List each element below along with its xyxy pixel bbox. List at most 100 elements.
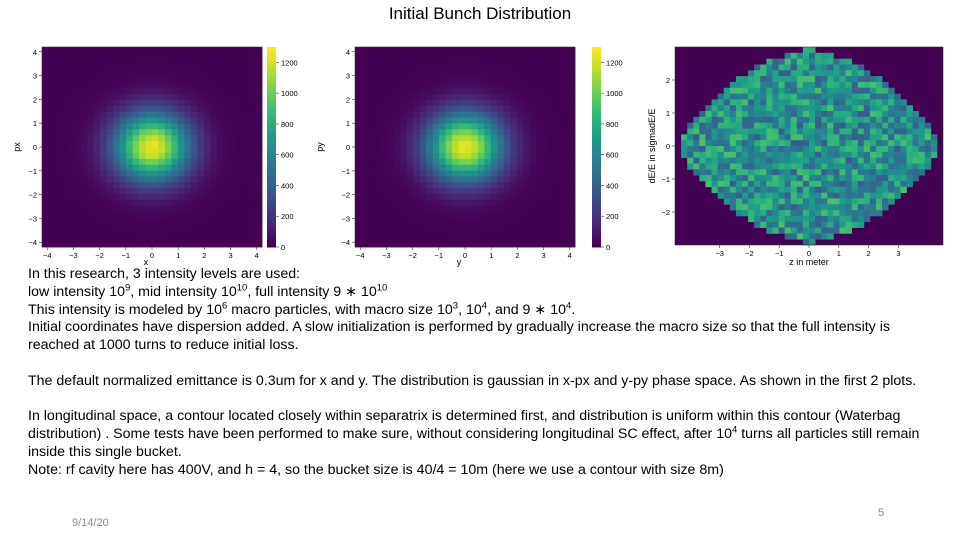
heatmap-cell <box>471 135 479 142</box>
heatmap-cell <box>80 199 88 207</box>
heatmap-cell <box>255 217 263 224</box>
heatmap-cell <box>255 188 263 195</box>
heatmap-cell <box>164 211 172 218</box>
heatmap-cell <box>132 111 140 118</box>
heatmap-cell <box>355 241 362 248</box>
heatmap-cell <box>490 241 498 248</box>
heatmap-cell <box>484 199 492 207</box>
heatmap-cell <box>465 105 472 113</box>
heatmap-cell <box>906 169 913 176</box>
heatmap-cell <box>80 123 88 130</box>
heatmap-cell <box>523 229 531 236</box>
heatmap-cell <box>355 211 362 218</box>
heatmap-cell <box>216 205 224 213</box>
heatmap-cell <box>387 82 395 89</box>
heatmap-cell <box>190 52 198 60</box>
heatmap-cell <box>760 204 767 211</box>
heatmap-cell <box>723 146 731 153</box>
heatmap-cell <box>203 76 211 83</box>
heatmap-cell <box>106 141 114 148</box>
heatmap-cell <box>471 229 479 236</box>
heatmap-cell <box>555 70 563 77</box>
heatmap-cell <box>406 217 414 224</box>
heatmap-cell <box>784 134 792 141</box>
colorbar-segment <box>267 90 276 95</box>
heatmap-cell <box>503 52 511 60</box>
heatmap-cell <box>119 147 127 154</box>
heatmap-cell <box>393 99 401 107</box>
heatmap-cell <box>445 176 453 183</box>
heatmap-cell <box>490 217 498 224</box>
heatmap-cell <box>857 210 865 217</box>
heatmap-cell <box>766 221 773 228</box>
heatmap-cell <box>851 175 859 182</box>
heatmap-cell <box>484 188 492 195</box>
heatmap-cell <box>367 147 375 154</box>
heatmap-cell <box>729 105 737 112</box>
heatmap-cell <box>568 94 576 101</box>
heatmap-cell <box>912 140 920 147</box>
heatmap-cell <box>497 47 505 54</box>
heatmap-cell <box>48 152 56 160</box>
heatmap-cell <box>815 198 822 205</box>
heatmap-cell <box>484 88 492 95</box>
heatmap-cell <box>190 47 198 54</box>
heatmap-cell <box>497 223 505 230</box>
heatmap-cell <box>796 87 804 94</box>
colorbar-segment <box>267 213 276 218</box>
heatmap-cell <box>705 111 712 118</box>
heatmap-cell <box>164 176 172 183</box>
heatmap-cell <box>748 116 755 124</box>
heatmap-cell <box>876 140 883 147</box>
heatmap-cell <box>139 211 146 218</box>
heatmap-cell <box>821 186 828 193</box>
heatmap-cell <box>74 194 82 201</box>
heatmap-cell <box>882 204 889 211</box>
heatmap-cell <box>190 229 198 236</box>
heatmap-cell <box>406 99 414 107</box>
heatmap-cell <box>821 76 828 83</box>
heatmap-cell <box>516 129 524 136</box>
heatmap-cell <box>152 211 159 218</box>
heatmap-cell <box>562 170 569 177</box>
heatmap-cell <box>754 157 761 164</box>
heatmap-cell <box>833 111 840 118</box>
heatmap-cell <box>419 223 427 230</box>
heatmap-cell <box>355 58 362 66</box>
heatmap-cell <box>387 199 395 207</box>
heatmap-cell <box>900 99 907 106</box>
heatmap-cell <box>790 52 798 60</box>
heatmap-cell <box>236 205 243 213</box>
heatmap-cell <box>490 223 498 230</box>
heatmap-cell <box>445 94 453 101</box>
heatmap-cell <box>465 82 472 89</box>
heatmap-cell <box>536 129 544 136</box>
heatmap-cell <box>918 169 926 176</box>
heatmap-cell <box>562 205 569 213</box>
heatmap-cell <box>177 147 185 154</box>
heatmap-cell <box>439 158 446 166</box>
heatmap-cell <box>400 164 408 171</box>
heatmap-cell <box>355 217 362 224</box>
heatmap-cell <box>882 134 889 141</box>
heatmap-cell <box>465 152 472 160</box>
heatmap-cell <box>549 182 556 189</box>
heatmap-cell <box>432 117 440 124</box>
heatmap-cell <box>439 64 446 71</box>
heatmap-cell <box>380 105 388 113</box>
heatmap-cell <box>229 147 237 154</box>
heatmap-cell <box>229 117 237 124</box>
heatmap-cell <box>177 94 185 101</box>
heatmap-cell <box>735 81 743 89</box>
heatmap-cell <box>190 58 198 66</box>
heatmap-cell <box>439 111 446 118</box>
heatmap-cell <box>432 88 440 95</box>
heatmap-cell <box>126 199 133 207</box>
heatmap-cell <box>361 129 369 136</box>
heatmap-cell <box>158 188 166 195</box>
heatmap-cell <box>380 76 388 83</box>
heatmap-cell <box>126 88 133 95</box>
heatmap-cell <box>48 99 56 107</box>
heatmap-cell <box>106 117 114 124</box>
heatmap-cell <box>158 129 166 136</box>
